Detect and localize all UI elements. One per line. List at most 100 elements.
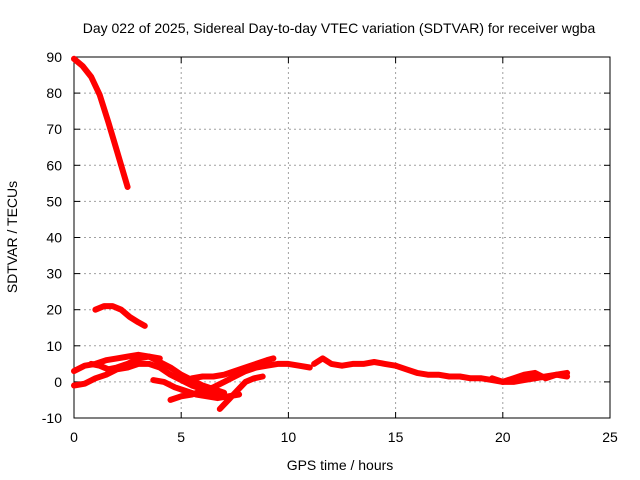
data-point <box>92 307 98 313</box>
x-tick-label: 25 <box>602 429 618 445</box>
data-point <box>105 366 111 372</box>
data-point <box>403 366 409 372</box>
data-point <box>521 377 527 383</box>
data-point <box>97 92 103 98</box>
data-point <box>311 361 317 367</box>
data-point <box>80 63 86 69</box>
data-point <box>103 372 109 378</box>
data-point <box>521 372 527 378</box>
data-point <box>127 314 133 320</box>
data-point <box>564 374 570 379</box>
data-point <box>511 375 516 381</box>
y-tick-label: 50 <box>46 193 62 209</box>
data-point <box>251 375 257 381</box>
data-point <box>425 372 431 378</box>
data-point <box>204 393 210 399</box>
data-point <box>161 379 167 385</box>
y-tick-label: 20 <box>46 302 62 318</box>
data-point <box>82 381 88 387</box>
data-point <box>157 355 163 361</box>
data-point <box>414 370 420 376</box>
data-point <box>200 374 206 379</box>
data-point <box>215 395 221 401</box>
data-point <box>178 377 184 383</box>
data-point <box>553 372 559 378</box>
data-point <box>243 379 248 385</box>
data-point <box>382 361 388 367</box>
series-arc-1 <box>71 55 131 190</box>
data-point <box>457 374 463 379</box>
y-tick-label: 80 <box>46 85 62 101</box>
data-point <box>168 397 173 403</box>
data-point <box>232 368 238 374</box>
data-point <box>489 375 495 381</box>
data-point <box>200 388 206 394</box>
data-point <box>500 379 506 385</box>
data-point <box>189 375 195 381</box>
data-point <box>189 383 195 388</box>
y-tick-label: 0 <box>54 374 62 390</box>
data-point <box>320 355 326 361</box>
data-point <box>150 377 156 383</box>
data-point <box>543 375 549 381</box>
y-tick-label: 70 <box>46 121 62 137</box>
data-point <box>468 375 474 381</box>
y-tick-label: 30 <box>46 266 62 282</box>
data-point <box>88 361 94 367</box>
axis-ticks: 0 5 10 15 20 25 -10 0 10 20 30 40 50 60 70 80 90 <box>42 49 618 445</box>
data-point <box>125 354 131 360</box>
x-tick-label: 10 <box>281 429 297 445</box>
data-point <box>178 372 184 378</box>
data-point <box>532 375 538 381</box>
data-point <box>183 388 188 394</box>
data-point <box>221 372 227 378</box>
data-point <box>360 361 366 367</box>
data-point <box>120 170 126 175</box>
data-point <box>135 361 141 367</box>
data-point <box>135 355 141 361</box>
data-point <box>436 372 441 378</box>
data-point <box>114 365 120 370</box>
data-point <box>82 363 88 369</box>
data-point <box>350 361 356 367</box>
data-point <box>478 375 484 381</box>
x-tick-label: 20 <box>495 429 511 445</box>
data-point <box>339 363 345 369</box>
data-point <box>105 119 111 125</box>
data-point <box>328 361 334 367</box>
x-tick-label: 5 <box>177 429 185 445</box>
data-point <box>225 397 231 403</box>
data-point <box>264 363 270 369</box>
y-axis-label: SDTVAR / TECUs <box>4 181 20 293</box>
data-point <box>157 365 163 370</box>
data-point <box>97 363 103 369</box>
x-tick-label: 15 <box>388 429 404 445</box>
data-point <box>264 357 270 363</box>
y-tick-label: -10 <box>42 410 62 426</box>
data-series <box>71 55 571 412</box>
data-point <box>110 303 116 309</box>
data-point <box>296 363 302 369</box>
data-point <box>146 361 152 367</box>
data-point <box>103 357 109 363</box>
data-point <box>275 361 281 367</box>
data-point <box>253 361 259 367</box>
data-point <box>172 384 178 390</box>
y-tick-label: 60 <box>46 157 62 173</box>
data-point <box>168 372 173 378</box>
data-point <box>142 323 148 329</box>
y-tick-label: 10 <box>46 338 62 354</box>
x-axis-label: GPS time / hours <box>287 457 394 473</box>
data-point <box>446 374 452 379</box>
data-point <box>232 374 238 379</box>
data-point <box>125 361 131 367</box>
data-point <box>532 370 538 376</box>
chart-title: Day 022 of 2025, Sidereal Day-to-day VTE… <box>83 20 596 36</box>
data-point <box>71 368 77 374</box>
data-point <box>285 361 291 367</box>
data-point <box>243 365 248 370</box>
y-tick-label: 40 <box>46 230 62 246</box>
data-point <box>135 319 141 325</box>
data-point <box>210 374 216 379</box>
